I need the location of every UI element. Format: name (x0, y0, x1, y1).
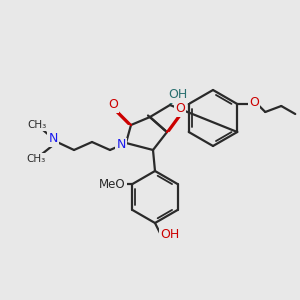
Text: MeO: MeO (99, 178, 126, 190)
Text: OH: OH (160, 229, 180, 242)
Text: OH: OH (168, 88, 188, 101)
Text: O: O (249, 95, 259, 109)
Text: N: N (116, 139, 126, 152)
Text: N: N (48, 133, 58, 146)
Text: O: O (175, 103, 185, 116)
Text: CH₃: CH₃ (26, 154, 46, 164)
Text: O: O (108, 98, 118, 112)
Text: CH₃: CH₃ (27, 120, 46, 130)
